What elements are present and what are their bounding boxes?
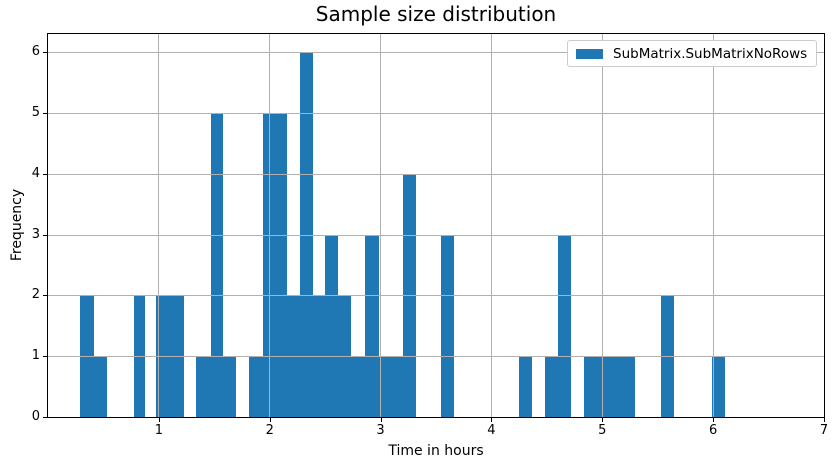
x-tick-label: 2 bbox=[265, 423, 274, 438]
y-tick-mark bbox=[43, 173, 47, 175]
histogram-bar bbox=[440, 234, 455, 417]
x-tick-label: 6 bbox=[709, 423, 718, 438]
gridline-horizontal bbox=[48, 173, 824, 175]
y-tick-label: 0 bbox=[31, 409, 40, 424]
gridline-vertical bbox=[601, 34, 603, 417]
gridline-vertical bbox=[712, 34, 714, 417]
x-tick-label: 1 bbox=[154, 423, 163, 438]
y-tick-label: 4 bbox=[31, 165, 40, 181]
histogram-bar bbox=[94, 356, 107, 417]
y-tick-label: 6 bbox=[31, 44, 40, 60]
legend-label: SubMatrix.SubMatrixNoRows bbox=[613, 45, 808, 62]
x-tick-label: 5 bbox=[598, 423, 607, 438]
histogram-bar bbox=[325, 234, 338, 417]
y-tick-label: 3 bbox=[31, 226, 40, 242]
y-tick-mark bbox=[43, 113, 47, 115]
y-tick-label: 1 bbox=[31, 348, 40, 364]
x-tick-mark bbox=[380, 418, 382, 422]
gridline-vertical bbox=[158, 34, 160, 417]
gridline-horizontal bbox=[48, 234, 824, 236]
gridline-horizontal bbox=[48, 52, 824, 54]
x-tick-mark bbox=[491, 418, 493, 422]
histogram-bar bbox=[519, 356, 532, 417]
legend: SubMatrix.SubMatrixNoRows bbox=[567, 40, 817, 67]
x-tick-label: 3 bbox=[376, 423, 385, 438]
x-tick-mark bbox=[824, 418, 825, 422]
x-axis-label: Time in hours bbox=[388, 443, 484, 459]
histogram-bar bbox=[262, 113, 287, 417]
gridline-vertical bbox=[823, 34, 825, 417]
chart-title: Sample size distribution bbox=[315, 2, 557, 26]
y-tick-mark bbox=[43, 417, 47, 418]
x-tick-mark bbox=[602, 418, 604, 422]
y-tick-label: 2 bbox=[31, 287, 40, 303]
histogram-bar bbox=[711, 356, 725, 417]
gridline-horizontal bbox=[48, 295, 824, 297]
gridline-horizontal bbox=[48, 113, 824, 115]
histogram-bar bbox=[544, 356, 559, 417]
histogram-bar bbox=[195, 356, 211, 417]
gridline-vertical bbox=[380, 34, 382, 417]
legend-swatch bbox=[576, 48, 603, 59]
gridline-vertical bbox=[490, 34, 492, 417]
histogram-bar bbox=[210, 113, 223, 417]
y-axis-label: Frequency bbox=[9, 188, 25, 262]
y-tick-mark bbox=[43, 356, 47, 358]
histogram-bar bbox=[249, 356, 263, 417]
histogram-bar bbox=[364, 234, 380, 417]
gridline-vertical bbox=[269, 34, 271, 417]
x-tick-mark bbox=[713, 418, 715, 422]
y-tick-label: 5 bbox=[31, 105, 40, 121]
y-tick-mark bbox=[43, 295, 47, 297]
gridline-horizontal bbox=[48, 356, 824, 358]
x-tick-label: 4 bbox=[487, 423, 496, 438]
x-tick-mark bbox=[269, 418, 271, 422]
y-tick-mark bbox=[43, 234, 47, 236]
histogram-bar bbox=[350, 356, 365, 417]
x-tick-label: 7 bbox=[819, 423, 829, 438]
histogram-bar bbox=[379, 356, 403, 417]
histogram-bar bbox=[558, 234, 571, 417]
y-tick-mark bbox=[43, 52, 47, 54]
plot-area bbox=[48, 34, 825, 417]
x-tick-mark bbox=[158, 418, 160, 422]
histogram-bar bbox=[222, 356, 236, 417]
histogram-bar bbox=[583, 356, 636, 417]
